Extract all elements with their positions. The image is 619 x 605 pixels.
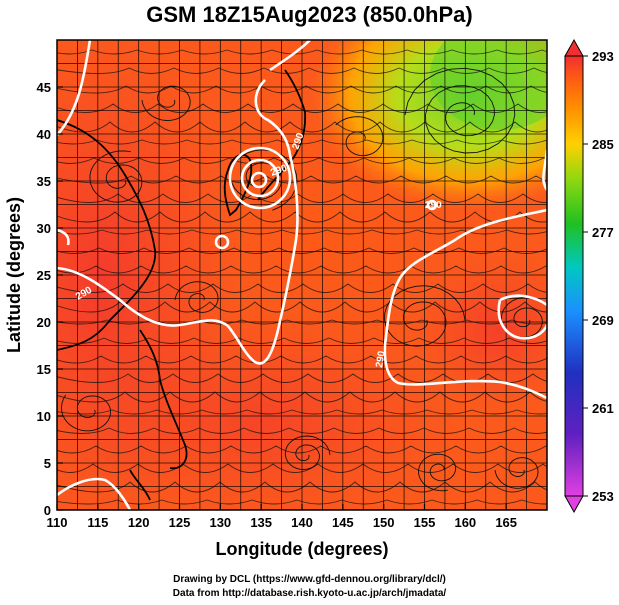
y-tick-label: 10 bbox=[37, 409, 51, 424]
colorbar-top-arrow bbox=[564, 38, 584, 57]
credit-data-source: Data from http://database.rish.kyoto-u.a… bbox=[172, 588, 447, 599]
y-tick-label: 20 bbox=[37, 315, 51, 330]
y-axis: 0 5 10 15 20 25 30 35 40 45 bbox=[37, 80, 63, 518]
x-tick-label: 125 bbox=[169, 515, 191, 530]
x-tick-label: 150 bbox=[373, 515, 395, 530]
colorbar-tick-label: 269 bbox=[592, 313, 614, 328]
y-tick-label: 30 bbox=[37, 221, 51, 236]
colorbar-tick-label: 285 bbox=[592, 137, 614, 152]
x-tick-label: 115 bbox=[87, 515, 108, 530]
chart-title: GSM 18Z15Aug2023 (850.0hPa) bbox=[146, 2, 473, 27]
warm-region-south bbox=[60, 310, 460, 510]
colorbar: 293 285 277 269 261 253 bbox=[564, 38, 614, 514]
x-axis-label: Longitude (degrees) bbox=[215, 539, 388, 559]
colorbar-tick-label: 293 bbox=[592, 49, 614, 64]
y-tick-label: 35 bbox=[37, 174, 51, 189]
y-tick-label: 5 bbox=[44, 456, 51, 471]
x-tick-label: 130 bbox=[209, 515, 231, 530]
y-tick-label: 0 bbox=[44, 503, 51, 518]
y-tick-label: 40 bbox=[37, 127, 51, 142]
contour-label: 290 bbox=[425, 200, 442, 211]
warm-region-east bbox=[410, 250, 547, 410]
colorbar-tick-label: 277 bbox=[592, 225, 614, 240]
credit-dcl: Drawing by DCL (https://www.gfd-dennou.o… bbox=[173, 574, 446, 585]
streamlines bbox=[57, 49, 547, 505]
cool-core bbox=[430, 40, 547, 130]
contour-290 bbox=[57, 40, 547, 510]
colorbar-tick-label: 253 bbox=[592, 489, 614, 504]
x-tick-label: 155 bbox=[414, 515, 436, 530]
x-tick-label: 110 bbox=[47, 515, 68, 530]
x-tick-label: 135 bbox=[250, 515, 272, 530]
contour-label: 290 bbox=[374, 350, 388, 369]
x-tick-label: 140 bbox=[291, 515, 313, 530]
y-tick-label: 45 bbox=[37, 80, 51, 95]
x-tick-label: 145 bbox=[332, 515, 354, 530]
x-tick-label: 160 bbox=[454, 515, 476, 530]
x-tick-label: 120 bbox=[128, 515, 150, 530]
x-tick-label: 165 bbox=[495, 515, 517, 530]
colorbar-tick-label: 261 bbox=[592, 401, 614, 416]
graticule bbox=[56, 39, 548, 511]
y-axis-label: Latitude (degrees) bbox=[4, 197, 24, 353]
x-axis: 110 115 120 125 130 135 140 145 150 155 160 165 bbox=[47, 504, 517, 530]
colorbar-bottom-arrow bbox=[564, 495, 584, 514]
y-tick-label: 25 bbox=[37, 268, 51, 283]
colorbar-scale bbox=[564, 55, 584, 497]
y-tick-label: 15 bbox=[37, 362, 51, 377]
